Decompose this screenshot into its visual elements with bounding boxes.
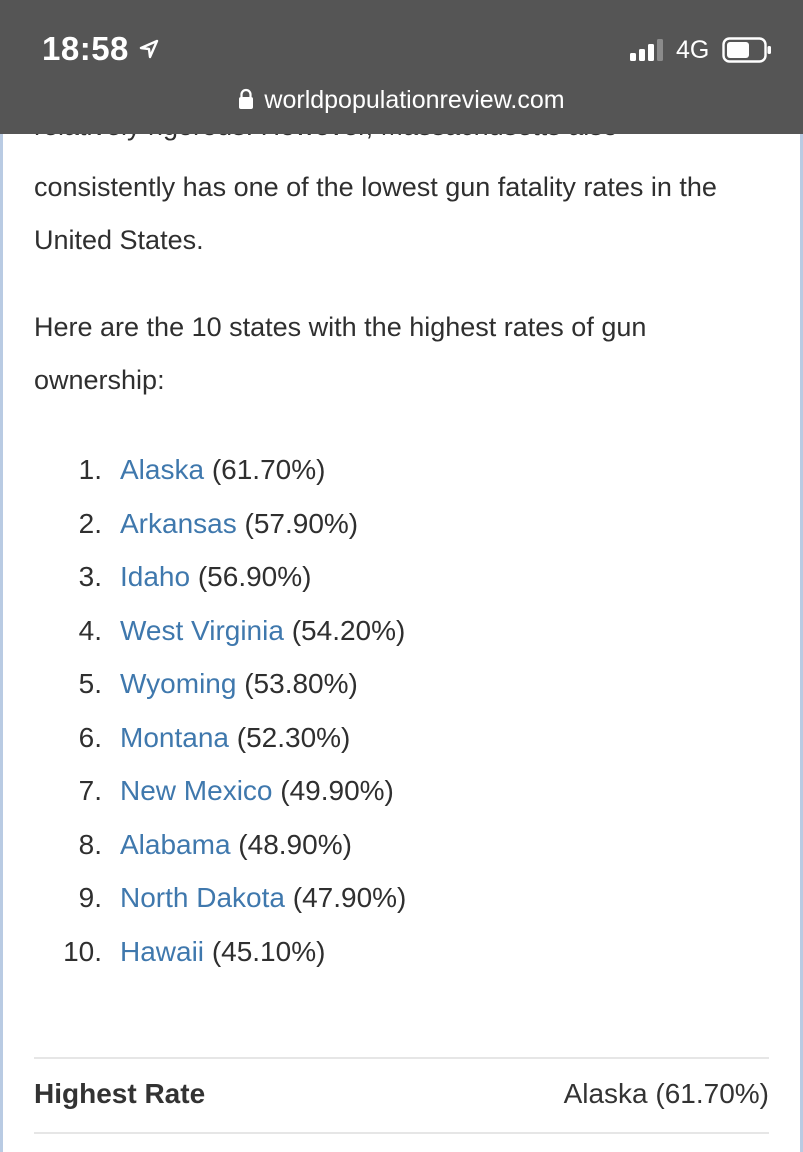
list-item: 6. Montana (52.30%) — [34, 711, 769, 765]
list-item: 4. West Virginia (54.20%) — [34, 604, 769, 658]
list-number: 10. — [63, 935, 102, 967]
list-item: 1. Alaska (61.70%) — [34, 443, 769, 497]
state-link-alaska[interactable]: Alaska — [120, 454, 205, 485]
list-entry: Alaska (61.70%) — [120, 443, 325, 497]
article-paragraph-1: consistently has one of the lowest gun f… — [34, 172, 717, 255]
list-item: 5. Wyoming (53.80%) — [34, 657, 769, 711]
highest-rate-row: Highest Rate Alaska (61.70%) — [34, 1070, 769, 1124]
list-entry: Arkansas (57.90%) — [120, 497, 358, 551]
list-number: 7. — [78, 775, 102, 806]
list-item: 2. Arkansas (57.90%) — [34, 497, 769, 551]
battery-icon — [722, 37, 771, 63]
state-percentage: (53.80%) — [244, 668, 358, 699]
right-border — [800, 0, 803, 1152]
list-entry: Wyoming (53.80%) — [120, 657, 358, 711]
state-percentage: (52.30%) — [236, 721, 351, 753]
state-percentage: (45.10%) — [211, 935, 326, 967]
list-item: 10. Hawaii (45.10%) — [34, 925, 769, 979]
state-link-wyoming[interactable]: Wyoming — [120, 668, 237, 699]
browser-status-bar: 18:58 4G worldpopulationreview.com — [0, 0, 803, 134]
state-percentage: (48.90%) — [238, 828, 352, 860]
state-link-new-mexico[interactable]: New Mexico — [120, 775, 273, 806]
list-number: 6. — [78, 721, 102, 753]
list-entry: Montana (52.30%) — [120, 711, 350, 765]
signal-bars-icon — [630, 39, 663, 61]
list-entry: Alabama (48.90%) — [120, 818, 352, 872]
list-entry: West Virginia (54.20%) — [120, 604, 405, 658]
left-border — [0, 0, 3, 1152]
highest-rate-label: Highest Rate — [34, 1078, 206, 1109]
divider — [34, 1132, 769, 1134]
list-number: 4. — [78, 614, 102, 646]
list-item: 3. Idaho (56.90%) — [34, 550, 769, 604]
list-number: 9. — [78, 882, 102, 913]
lock-icon — [239, 88, 254, 109]
location-arrow-icon — [139, 39, 159, 59]
state-link-west-virginia[interactable]: West Virginia — [120, 614, 284, 646]
list-item: 7. New Mexico (49.90%) — [34, 764, 769, 818]
highest-rate-value: Alaska (61.70%) — [563, 1078, 769, 1109]
divider — [34, 1057, 769, 1059]
url-domain[interactable]: worldpopulationreview.com — [264, 86, 565, 114]
list-item: 8. Alabama (48.90%) — [34, 818, 769, 872]
list-number: 1. — [78, 454, 102, 485]
state-link-montana[interactable]: Montana — [120, 721, 229, 753]
article-paragraph-2: Here are the 10 states with the highest … — [34, 312, 647, 395]
state-percentage: (54.20%) — [291, 614, 406, 646]
list-entry: New Mexico (49.90%) — [120, 764, 394, 818]
state-link-idaho[interactable]: Idaho — [120, 561, 191, 592]
list-number: 2. — [78, 507, 102, 539]
gun-ownership-list: 1. Alaska (61.70%) 2. Arkansas (57.90%) … — [34, 443, 769, 978]
network-type: 4G — [676, 36, 710, 64]
state-percentage: (47.90%) — [292, 882, 407, 913]
status-time: 18:58 — [42, 30, 129, 67]
list-entry: North Dakota (47.90%) — [120, 871, 406, 925]
list-entry: Hawaii (45.10%) — [120, 925, 325, 979]
state-link-hawaii[interactable]: Hawaii — [120, 935, 205, 967]
state-percentage: (61.70%) — [211, 454, 326, 485]
state-link-alabama[interactable]: Alabama — [120, 828, 231, 860]
list-number: 5. — [78, 668, 102, 699]
state-percentage: (56.90%) — [197, 561, 312, 592]
url-bar[interactable]: worldpopulationreview.com — [0, 86, 803, 120]
state-percentage: (57.90%) — [244, 507, 359, 539]
state-percentage: (49.90%) — [280, 775, 394, 806]
state-link-north-dakota[interactable]: North Dakota — [120, 882, 285, 913]
list-number: 8. — [78, 828, 102, 860]
list-number: 3. — [78, 561, 102, 592]
state-link-arkansas[interactable]: Arkansas — [120, 507, 237, 539]
list-item: 9. North Dakota (47.90%) — [34, 871, 769, 925]
list-entry: Idaho (56.90%) — [120, 550, 311, 604]
